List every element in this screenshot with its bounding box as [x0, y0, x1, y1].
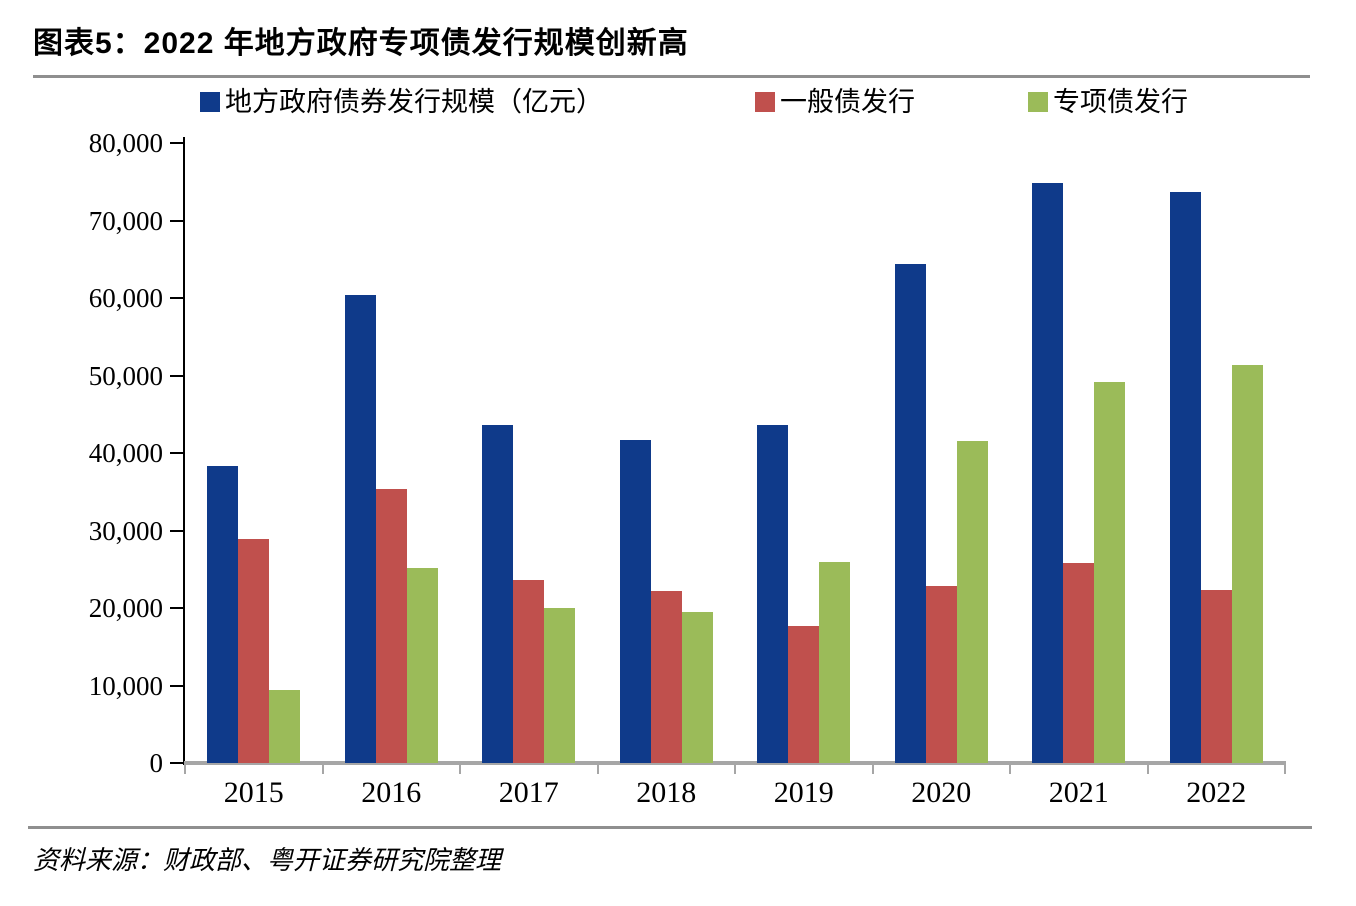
- x-axis-tick-1: [321, 761, 324, 774]
- legend-label-special-bond: 专项债发行: [1053, 87, 1188, 117]
- bar-general-bond-2020: [925, 586, 957, 763]
- x-axis-tick-6: [1009, 761, 1011, 774]
- x-axis-label-2015: 2015: [223, 776, 284, 809]
- y-axis-tick-30000: [170, 529, 183, 532]
- bar-group-2020: [873, 143, 1011, 763]
- bar-group-2015: [185, 143, 323, 763]
- legend-label-general-bond: 一般债发行: [780, 87, 915, 117]
- plot-area: 0 10,000 20,000 30,000 40,000 50,000 60,000 70,…: [89, 128, 1286, 778]
- bar-general-bond-2018: [650, 591, 682, 763]
- bar-special-bond-2016: [406, 568, 438, 763]
- legend-item-special-bond: 专项债发行: [1028, 88, 1188, 116]
- x-axis-label-2019: 2019: [773, 776, 834, 809]
- x-axis-tick-3: [596, 761, 599, 774]
- bar-groups: [185, 143, 1285, 763]
- x-axis-label-2021: 2021: [1048, 776, 1109, 809]
- y-axis-tick-60000: [170, 297, 183, 299]
- legend-swatch-total-bond: [200, 92, 220, 112]
- source-note: 资料来源：财政部、粤开证券研究院整理: [33, 846, 502, 875]
- y-axis-label-50000: 50,000: [88, 360, 163, 391]
- x-axis-label-2018: 2018: [636, 776, 697, 809]
- bar-total-bond-2021: [1032, 182, 1064, 763]
- y-axis-label-30000: 30,000: [88, 515, 163, 546]
- x-axis-label-2022: 2022: [1186, 776, 1247, 809]
- y-axis-label-20000: 20,000: [88, 593, 163, 623]
- bar-general-bond-2019: [788, 625, 820, 763]
- y-axis-label-80000: 80,000: [88, 128, 163, 158]
- bar-total-bond-2018: [619, 440, 651, 763]
- y-axis-tick-0: [170, 762, 183, 764]
- y-axis-line: [183, 137, 185, 765]
- bar-total-bond-2022: [1169, 192, 1201, 763]
- bar-special-bond-2015: [269, 689, 301, 763]
- y-axis-tick-80000: [170, 142, 183, 144]
- title-divider-line: [33, 75, 1310, 78]
- y-axis-tick-70000: [170, 219, 183, 222]
- x-axis-tick-2: [459, 761, 461, 774]
- bar-group-2022: [1148, 143, 1286, 763]
- x-axis-tick-4: [734, 761, 736, 774]
- bar-total-bond-2020: [894, 263, 926, 763]
- bar-special-bond-2021: [1094, 382, 1126, 763]
- y-axis-label-0: 0: [149, 748, 164, 778]
- bar-group-2018: [598, 143, 736, 763]
- legend-label-total-bond: 地方政府债券发行规模（亿元）: [225, 87, 603, 117]
- x-axis-tick-5: [871, 761, 874, 774]
- bar-general-bond-2015: [238, 539, 270, 763]
- bar-general-bond-2017: [513, 580, 545, 763]
- y-axis-tick-50000: [170, 374, 183, 377]
- x-axis-labels: 2015 2016 2017 2018 2019 2020 2021 2022: [185, 776, 1285, 812]
- bar-total-bond-2015: [207, 465, 239, 763]
- legend-item-total-bond: 地方政府债券发行规模（亿元）: [200, 88, 603, 116]
- bar-special-bond-2019: [819, 562, 851, 763]
- x-axis-tick-8: [1284, 761, 1286, 774]
- bar-total-bond-2016: [344, 294, 376, 763]
- bar-group-2016: [323, 143, 461, 763]
- x-axis-label-2017: 2017: [498, 776, 559, 809]
- x-axis-label-2020: 2020: [911, 776, 972, 809]
- y-axis-label-70000: 70,000: [88, 205, 163, 236]
- bar-group-2017: [460, 143, 598, 763]
- bar-special-bond-2020: [956, 440, 988, 763]
- bar-total-bond-2017: [482, 425, 514, 763]
- y-axis-tick-10000: [170, 684, 183, 687]
- x-axis-label-2016: 2016: [361, 776, 422, 809]
- x-axis-tick-0: [184, 761, 186, 774]
- legend-swatch-special-bond: [1028, 92, 1048, 112]
- bar-special-bond-2018: [681, 612, 713, 763]
- legend-swatch-general-bond: [755, 92, 775, 112]
- y-axis-label-10000: 10,000: [88, 670, 163, 701]
- bar-group-2019: [735, 143, 873, 763]
- y-axis-tick-40000: [170, 452, 183, 454]
- legend-item-general-bond: 一般债发行: [755, 88, 915, 116]
- bar-special-bond-2017: [544, 608, 576, 763]
- bar-special-bond-2022: [1231, 365, 1263, 763]
- bar-general-bond-2016: [375, 489, 407, 763]
- bar-general-bond-2021: [1063, 563, 1095, 763]
- y-axis-tick-20000: [170, 607, 183, 609]
- chart-title: 图表5：2022 年地方政府专项债发行规模创新高: [33, 27, 689, 60]
- y-axis-label-60000: 60,000: [88, 283, 163, 313]
- x-axis-tick-7: [1146, 761, 1149, 774]
- y-axis-label-40000: 40,000: [88, 438, 163, 468]
- bar-general-bond-2022: [1200, 589, 1232, 763]
- bottom-divider-line: [28, 826, 1312, 829]
- bar-group-2021: [1010, 143, 1148, 763]
- bar-total-bond-2019: [757, 424, 789, 763]
